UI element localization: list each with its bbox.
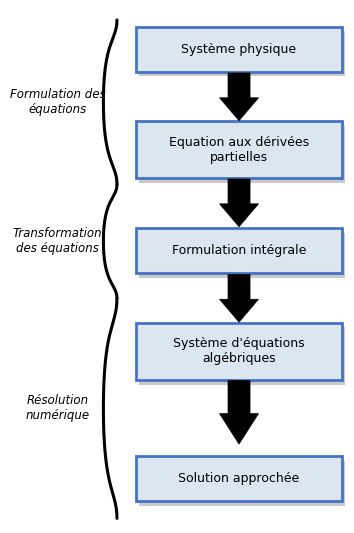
FancyBboxPatch shape [139, 126, 346, 183]
FancyBboxPatch shape [136, 456, 342, 501]
Text: Equation aux dérivées
partielles: Equation aux dérivées partielles [169, 136, 309, 164]
Text: Formulation intégrale: Formulation intégrale [172, 244, 306, 257]
Polygon shape [219, 73, 258, 120]
Text: Système physique: Système physique [182, 43, 297, 55]
FancyBboxPatch shape [136, 121, 342, 179]
Text: Formulation des
équations: Formulation des équations [10, 88, 105, 116]
FancyBboxPatch shape [136, 228, 342, 273]
Text: Système d'équations
algébriques: Système d'équations algébriques [173, 337, 305, 365]
FancyBboxPatch shape [139, 233, 346, 278]
Polygon shape [219, 274, 258, 322]
FancyBboxPatch shape [139, 327, 346, 385]
Polygon shape [219, 381, 258, 444]
Polygon shape [219, 179, 258, 227]
Text: Solution approchée: Solution approchée [178, 472, 299, 485]
Text: Résolution
numérique: Résolution numérique [25, 394, 90, 422]
FancyBboxPatch shape [139, 31, 346, 76]
FancyBboxPatch shape [136, 27, 342, 71]
Text: Transformation
des équations: Transformation des équations [13, 227, 102, 255]
FancyBboxPatch shape [139, 461, 346, 506]
FancyBboxPatch shape [136, 322, 342, 380]
